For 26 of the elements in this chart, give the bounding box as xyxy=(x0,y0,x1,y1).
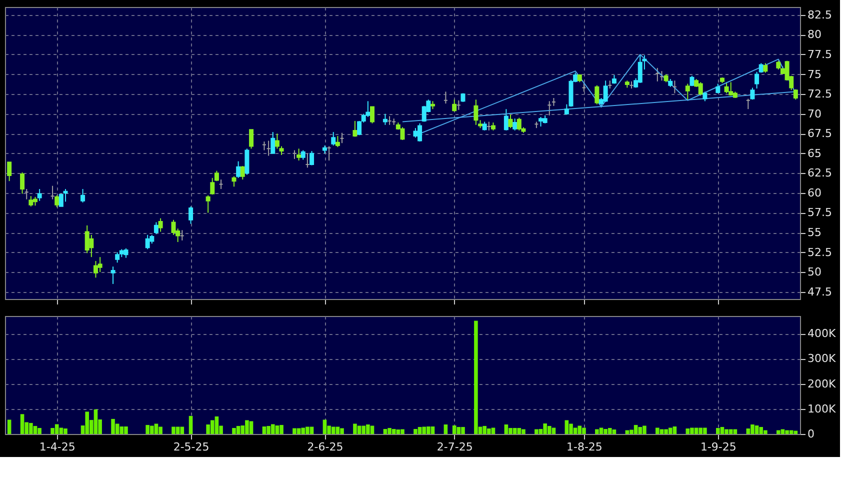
y-tick-label: 400K xyxy=(808,327,836,340)
y-tick-label: 55 xyxy=(808,226,822,240)
x-tick-label: 2-6-25 xyxy=(307,440,344,454)
y-tick-label: 72.5 xyxy=(808,88,832,101)
y-tick-label: 82.5 xyxy=(808,8,832,22)
y-tick-label: 62.5 xyxy=(808,166,832,180)
y-tick-label: 52.5 xyxy=(808,246,832,259)
y-tick-label: 60 xyxy=(808,186,822,200)
y-tick-label: 50 xyxy=(808,266,822,279)
x-tick-label: 2-5-25 xyxy=(173,440,210,454)
y-tick-label: 70 xyxy=(808,107,822,120)
x-tick-label: 1-8-25 xyxy=(566,440,602,454)
y-tick-label: 47.5 xyxy=(808,285,832,298)
y-tick-label: 100K xyxy=(808,402,836,416)
y-tick-label: 200K xyxy=(808,377,836,390)
y-tick-label: 77.5 xyxy=(808,48,832,61)
y-tick-label: 300K xyxy=(808,352,836,366)
y-tick-label: 75 xyxy=(808,68,822,81)
x-tick-label: 1-9-25 xyxy=(700,440,736,454)
x-tick-label: 1-4-25 xyxy=(39,440,76,454)
y-tick-label: 80 xyxy=(808,28,822,42)
x-tick-label: 2-7-25 xyxy=(436,440,473,454)
y-tick-label: 0 xyxy=(808,428,814,440)
y-tick-label: 67.5 xyxy=(808,127,832,140)
y-tick-label: 57.5 xyxy=(808,206,832,220)
y-tick-label: 65 xyxy=(808,146,822,160)
